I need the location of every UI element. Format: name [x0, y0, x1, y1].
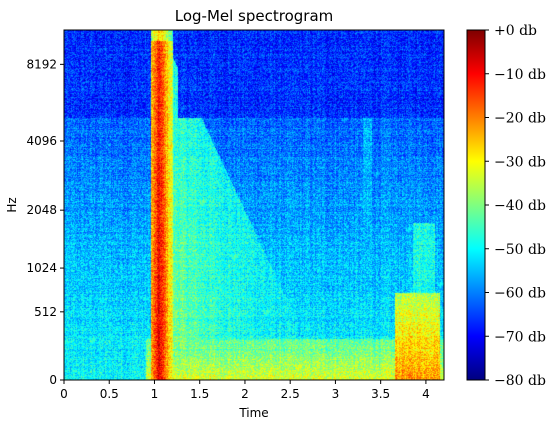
colorbar-tick-label: −50 db: [494, 242, 546, 258]
y-tick-label: 0: [49, 373, 57, 387]
plot-frame: [63, 29, 445, 381]
y-tick-label: 512: [34, 305, 57, 319]
x-axis-label: Time: [238, 406, 268, 420]
spectrogram-image: [64, 30, 444, 380]
x-tick-label: 2.5: [281, 387, 300, 401]
y-tick-label: 4096: [26, 134, 57, 148]
colorbar: +0 db −10 db −20 db −30 db −40 db −50 db −60 d…: [466, 23, 546, 389]
colorbar-tick-label: −70 db: [494, 329, 546, 345]
colorbar-tick-label: −60 db: [494, 286, 546, 302]
x-tick-label: 0.5: [100, 387, 119, 401]
plot-area: [63, 29, 445, 381]
y-tick-label: 8192: [26, 57, 57, 71]
y-axis: 0 512 1024 2048 4096 8192: [26, 57, 64, 387]
colorbar-tick-label: −40 db: [494, 198, 546, 214]
x-tick-label: 1.5: [190, 387, 209, 401]
x-tick-label: 0: [60, 387, 68, 401]
colorbar-tick-label: −20 db: [494, 111, 546, 127]
x-tick-label: 2: [241, 387, 249, 401]
colorbar-tick-label: +0 db: [494, 23, 537, 39]
colorbar-scale: [466, 29, 486, 381]
x-axis: 0 0.5 1 1.5 2 2.5 3 3.5 4: [60, 380, 430, 401]
x-tick-label: 3.5: [371, 387, 390, 401]
x-tick-label: 4: [422, 387, 430, 401]
colorbar-ticks: +0 db −10 db −20 db −30 db −40 db −50 db −60 d…: [485, 23, 546, 389]
y-tick-label: 1024: [26, 261, 57, 275]
colorbar-tick-label: −30 db: [494, 154, 546, 170]
spectrogram-image-frame: [64, 30, 444, 380]
x-tick-label: 1: [151, 387, 159, 401]
x-tick-label: 3: [332, 387, 340, 401]
chart-title: Log-Mel spectrogram: [175, 7, 334, 25]
y-axis-label: Hz: [5, 197, 19, 212]
colorbar-tick-label: −10 db: [494, 67, 546, 83]
y-tick-label: 2048: [26, 203, 57, 217]
colorbar-tick-label: −80 db: [494, 373, 546, 389]
